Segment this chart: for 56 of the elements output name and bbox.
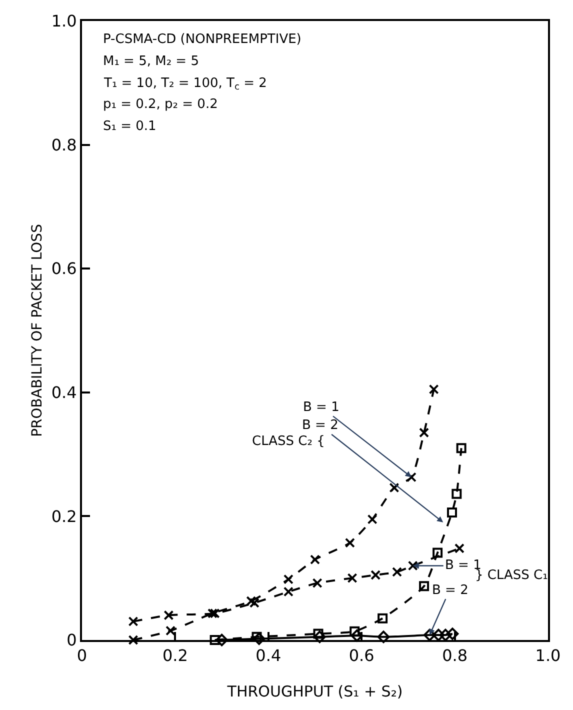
point: [310, 554, 320, 565]
x-tick-label: 0.4: [256, 646, 282, 666]
point: [210, 608, 220, 618]
y-tick-label: 1.0: [51, 12, 77, 31]
x-tick-label: 1.0: [535, 646, 561, 666]
point: [408, 560, 418, 571]
point: [312, 578, 322, 588]
y-tick-label: 0.4: [51, 383, 77, 402]
point: [423, 628, 436, 642]
point: [313, 630, 326, 644]
point: [378, 613, 388, 624]
point: [392, 566, 402, 577]
point: [128, 635, 138, 645]
annotation: CLASS C₂ {: [252, 434, 325, 449]
point: [432, 548, 443, 558]
point: [456, 443, 466, 454]
point: [350, 626, 360, 636]
annotation: T₁ = 10, T₂ = 100, T$_{c}$ = 2: [103, 76, 267, 93]
point: [164, 610, 174, 620]
x-tick-label: 0.8: [442, 646, 468, 666]
point: [428, 384, 439, 394]
point: [419, 428, 430, 438]
annotation: p₁ = 0.2, p₂ = 0.2: [103, 97, 218, 112]
point: [439, 628, 452, 642]
x-axis-title: THROUGHPUT (S₁ + S₂): [226, 682, 403, 701]
annotation: } CLASS C₁: [475, 568, 548, 583]
point: [377, 630, 390, 644]
point: [370, 570, 381, 580]
point: [454, 543, 464, 554]
point: [313, 628, 324, 639]
point: [447, 507, 457, 518]
y-axis-title: PROBABILITY OF PACKET LOSS: [29, 224, 46, 437]
point: [283, 586, 294, 597]
point: [128, 616, 138, 626]
annotation: B = 2: [432, 583, 468, 598]
annotation: B = 2: [302, 418, 338, 433]
point: [344, 538, 355, 548]
annotation: B = 1: [303, 400, 340, 415]
annotation: P-CSMA-CD (NONPREEMPTIVE): [103, 32, 302, 47]
y-tick-label: 0.6: [51, 259, 77, 278]
annotation: M₁ = 5, M₂ = 5: [103, 54, 199, 69]
point: [210, 635, 220, 645]
point: [452, 488, 462, 499]
point: [350, 629, 364, 642]
point: [216, 634, 228, 646]
y-tick-label: 0.8: [51, 135, 77, 154]
y-tick-label: 0: [66, 630, 77, 650]
point: [347, 573, 358, 584]
point: [252, 632, 266, 645]
x-tick-label: 0.2: [162, 646, 188, 666]
point: [283, 574, 294, 584]
annotation: S₁ = 0.1: [103, 119, 156, 134]
y-tick-label: 0.2: [51, 506, 77, 526]
point: [166, 626, 176, 636]
point: [419, 581, 430, 592]
x-tick-label: 0.6: [348, 646, 374, 666]
